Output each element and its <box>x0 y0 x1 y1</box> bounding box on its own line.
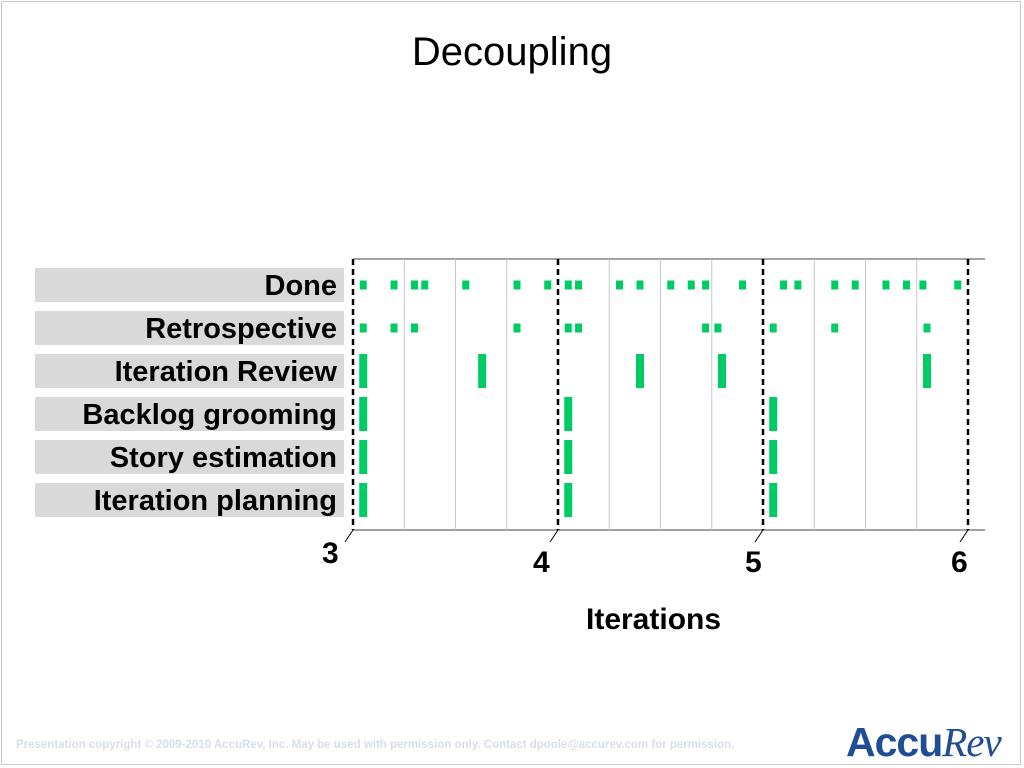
event-mark <box>702 280 710 290</box>
axis-tick <box>754 529 764 543</box>
event-mark <box>636 354 644 388</box>
event-mark <box>769 440 778 474</box>
event-mark <box>780 280 787 290</box>
logo-text-rev: Rev <box>942 719 1001 765</box>
event-mark <box>390 280 398 290</box>
axis-tick <box>549 529 559 543</box>
event-mark <box>923 354 931 388</box>
logo-text-accu: Accu <box>846 719 943 765</box>
event-mark <box>478 354 487 388</box>
event-mark <box>636 280 644 290</box>
event-mark <box>831 280 839 290</box>
event-mark <box>411 280 418 290</box>
row-label-background <box>35 268 344 302</box>
event-mark <box>687 280 695 290</box>
row-label-background <box>35 440 344 474</box>
event-mark <box>513 323 521 333</box>
event-mark <box>564 483 573 517</box>
row-label-background <box>35 397 344 431</box>
event-mark <box>923 323 931 333</box>
row-label-background <box>35 483 344 517</box>
event-mark <box>954 280 962 290</box>
event-mark <box>359 440 368 474</box>
event-mark <box>739 280 746 290</box>
row-label-iteration-review: Iteration Review <box>114 356 337 388</box>
event-mark <box>564 280 572 290</box>
accurev-logo: AccuRev <box>846 718 1002 766</box>
event-mark <box>359 280 367 290</box>
axis-tick <box>344 529 354 543</box>
event-mark <box>390 323 398 333</box>
event-mark <box>359 397 368 431</box>
axis-tick <box>959 529 969 543</box>
event-mark <box>359 483 368 517</box>
row-label-story-estimation: Story estimation <box>109 442 337 474</box>
event-mark <box>575 323 582 333</box>
event-mark <box>919 280 927 290</box>
event-mark <box>794 280 802 290</box>
event-mark <box>718 354 726 388</box>
event-mark <box>421 280 429 290</box>
event-mark <box>462 280 470 290</box>
event-mark <box>513 280 521 290</box>
tick-label-4: 4 <box>533 546 550 579</box>
event-mark <box>769 483 778 517</box>
event-mark <box>851 280 859 290</box>
event-mark <box>882 280 890 290</box>
event-mark <box>714 323 722 333</box>
tick-label-3: 3 <box>322 537 339 570</box>
event-mark <box>616 280 623 290</box>
event-mark <box>359 354 368 388</box>
event-mark <box>769 397 778 431</box>
event-mark <box>831 323 839 333</box>
event-marks <box>359 280 962 517</box>
row-label-background <box>35 311 344 345</box>
event-mark <box>564 397 573 431</box>
event-mark <box>575 280 582 290</box>
event-mark <box>769 323 777 333</box>
copyright-footer: Presentation copyright © 2009-2010 AccuR… <box>16 739 735 751</box>
event-mark <box>411 323 418 333</box>
slide-title: Decoupling <box>411 30 613 74</box>
row-label-done: Done <box>264 270 338 302</box>
event-mark <box>702 323 710 333</box>
x-axis-label: Iterations <box>586 603 722 636</box>
event-mark <box>544 280 552 290</box>
event-mark <box>564 323 572 333</box>
row-label-background <box>35 354 344 388</box>
event-mark <box>903 280 910 290</box>
row-label-backlog-grooming: Backlog grooming <box>82 399 337 431</box>
tick-label-5: 5 <box>745 546 762 579</box>
row-label-retrospective: Retrospective <box>145 313 337 345</box>
event-mark <box>667 280 675 290</box>
grid-lines <box>344 258 985 543</box>
event-mark <box>359 323 367 333</box>
event-mark <box>564 440 573 474</box>
row-label-iteration-planning: Iteration planning <box>93 485 337 517</box>
tick-label-6: 6 <box>951 546 968 579</box>
